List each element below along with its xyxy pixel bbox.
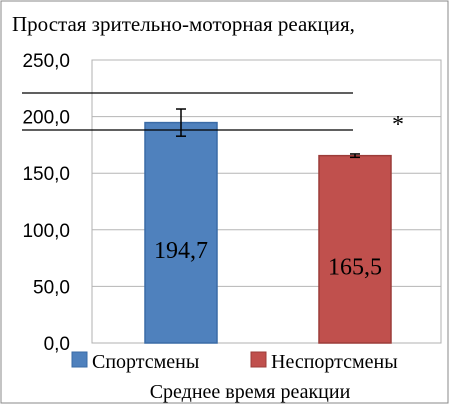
- legend-swatch: [250, 351, 267, 368]
- y-tick-label: 250,0: [22, 51, 70, 72]
- y-tick-label: 100,0: [22, 221, 70, 242]
- data-label: 194,7: [154, 238, 208, 264]
- y-tick-label: 50,0: [33, 277, 70, 298]
- bars: 194,7 165,5: [144, 121, 392, 344]
- data-label: 165,5: [328, 254, 382, 280]
- legend-label: Спортсмены: [92, 351, 199, 373]
- chart-title: Простая зрительно-моторная реакция,: [12, 12, 355, 36]
- significance-marker: *: [392, 112, 404, 138]
- x-axis-label: Среднее время реакции: [150, 381, 351, 403]
- y-axis-ticks: 0,0 50,0 100,0 150,0 200,0 250,0: [22, 51, 70, 355]
- y-tick-label: 200,0: [22, 108, 70, 129]
- y-tick-label: 0,0: [44, 334, 70, 355]
- legend: Спортсмены Неспортсмены: [71, 351, 398, 373]
- y-tick-label: 150,0: [22, 164, 70, 185]
- error-bars: [176, 108, 360, 159]
- bar: [144, 121, 218, 344]
- bar: [318, 154, 392, 344]
- legend-swatch: [71, 351, 88, 368]
- legend-label: Неспортсмены: [271, 351, 398, 373]
- significance-bracket: *: [22, 92, 404, 138]
